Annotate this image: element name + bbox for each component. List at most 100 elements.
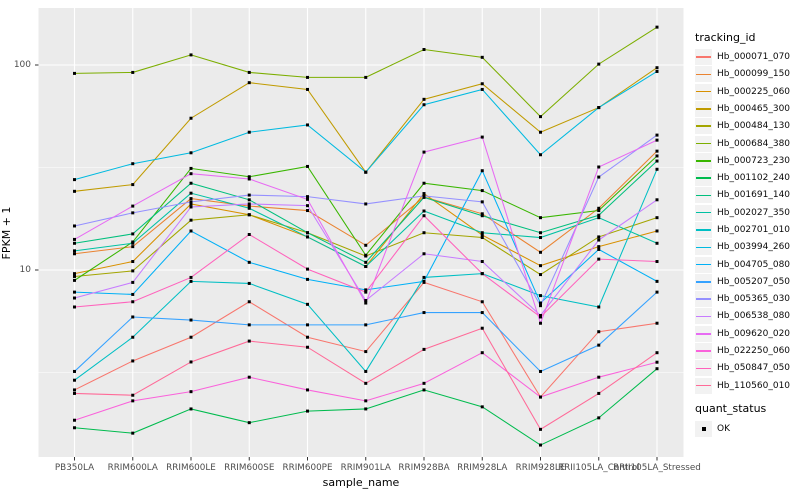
data-point — [73, 296, 76, 300]
legend-tracking-items: Hb_000071_070 Hb_000099_150 Hb_000225_060 H… — [695, 48, 790, 394]
data-point — [306, 231, 309, 235]
data-point — [597, 305, 601, 309]
data-point — [655, 154, 659, 158]
data-point — [597, 416, 601, 420]
data-point — [247, 323, 251, 327]
data-point — [480, 233, 484, 237]
data-point — [73, 388, 76, 392]
data-point — [189, 407, 193, 411]
data-point — [422, 252, 426, 256]
data-point — [306, 123, 309, 127]
data-point — [73, 189, 76, 193]
legend-key-line-icon — [695, 360, 712, 377]
data-point — [247, 375, 251, 379]
x-tick-label-RRII105LA_Stressed: RRII105LA_Stressed — [613, 463, 701, 473]
data-point — [306, 235, 309, 239]
data-point — [189, 318, 193, 322]
data-point — [189, 279, 193, 283]
data-point — [539, 115, 542, 119]
data-point — [655, 351, 659, 355]
legend-item-Hb_050847_050: Hb_050847_050 — [695, 360, 790, 377]
y-tick-label-10: 10 — [19, 264, 31, 275]
data-point — [480, 236, 484, 240]
legend-key-line-icon — [695, 187, 712, 204]
data-point — [306, 197, 309, 201]
data-point — [131, 232, 135, 236]
legend-label: Hb_004705_080 — [717, 259, 791, 270]
legend-key-line-icon — [695, 308, 712, 325]
x-tick-label-RRIM600SE: RRIM600SE — [224, 463, 275, 473]
data-point — [655, 216, 659, 220]
data-point — [131, 359, 135, 363]
data-point — [131, 292, 135, 296]
x-tick-label-RRIM600LE: RRIM600LE — [166, 463, 216, 473]
data-point — [131, 245, 135, 249]
legend-item-Hb_000684_380: Hb_000684_380 — [695, 135, 790, 152]
data-point — [480, 326, 484, 330]
legend-item-Hb_000723_230: Hb_000723_230 — [695, 152, 790, 169]
data-point — [480, 135, 484, 139]
data-point — [480, 272, 484, 276]
data-point — [364, 323, 368, 327]
data-point — [655, 159, 659, 163]
data-point — [364, 301, 368, 305]
legend-label: OK — [717, 423, 730, 434]
data-point — [655, 321, 659, 325]
data-point — [422, 214, 426, 218]
data-point — [247, 232, 251, 236]
legend-label: Hb_000465_300 — [717, 103, 791, 114]
legend-label: Hb_002701_010 — [717, 225, 791, 235]
data-point — [306, 204, 309, 208]
data-point — [189, 360, 193, 364]
data-point — [131, 280, 135, 284]
data-point — [189, 172, 193, 176]
data-point — [422, 97, 426, 101]
data-point — [655, 149, 659, 153]
data-point — [655, 290, 659, 294]
data-point — [480, 200, 484, 204]
data-point — [131, 211, 135, 215]
data-point — [73, 426, 76, 430]
data-point — [539, 216, 542, 220]
legend-label: Hb_001102_240 — [717, 173, 791, 184]
data-point — [539, 304, 542, 308]
legend-key-line-icon — [695, 135, 712, 152]
data-point — [73, 71, 76, 75]
x-tick-label-PB350LA: PB350LA — [54, 463, 95, 473]
data-point — [364, 407, 368, 411]
legend-item-Hb_002701_010: Hb_002701_010 — [695, 221, 790, 238]
data-point — [539, 443, 542, 447]
legend-item-Hb_009620_020: Hb_009620_020 — [695, 325, 790, 342]
data-point — [597, 213, 601, 217]
data-point — [364, 265, 368, 269]
data-point — [364, 75, 368, 79]
data-point — [73, 237, 76, 241]
data-point — [306, 277, 309, 281]
data-point — [480, 189, 484, 193]
data-point — [539, 250, 542, 254]
data-point — [247, 198, 251, 202]
legend-item-Hb_110560_010: Hb_110560_010 — [695, 377, 790, 394]
y-tick-label-100: 100 — [13, 59, 31, 70]
data-point — [480, 82, 484, 86]
legend-label: Hb_050847_050 — [717, 363, 791, 374]
data-point — [364, 298, 368, 302]
data-point — [539, 321, 542, 325]
data-point — [655, 241, 659, 245]
legend-key-line-icon — [695, 100, 712, 117]
data-point — [364, 288, 368, 292]
legend-item-Hb_000484_130: Hb_000484_130 — [695, 118, 790, 135]
data-point — [131, 393, 135, 397]
data-point — [189, 181, 193, 185]
data-point — [422, 192, 426, 196]
legend-label: Hb_003994_260 — [717, 242, 791, 253]
data-point — [539, 273, 542, 277]
data-point — [422, 194, 426, 198]
data-point — [422, 279, 426, 283]
data-point — [73, 249, 76, 253]
data-point — [189, 202, 193, 206]
data-point — [73, 178, 76, 182]
data-point — [364, 381, 368, 385]
data-point — [73, 369, 76, 373]
